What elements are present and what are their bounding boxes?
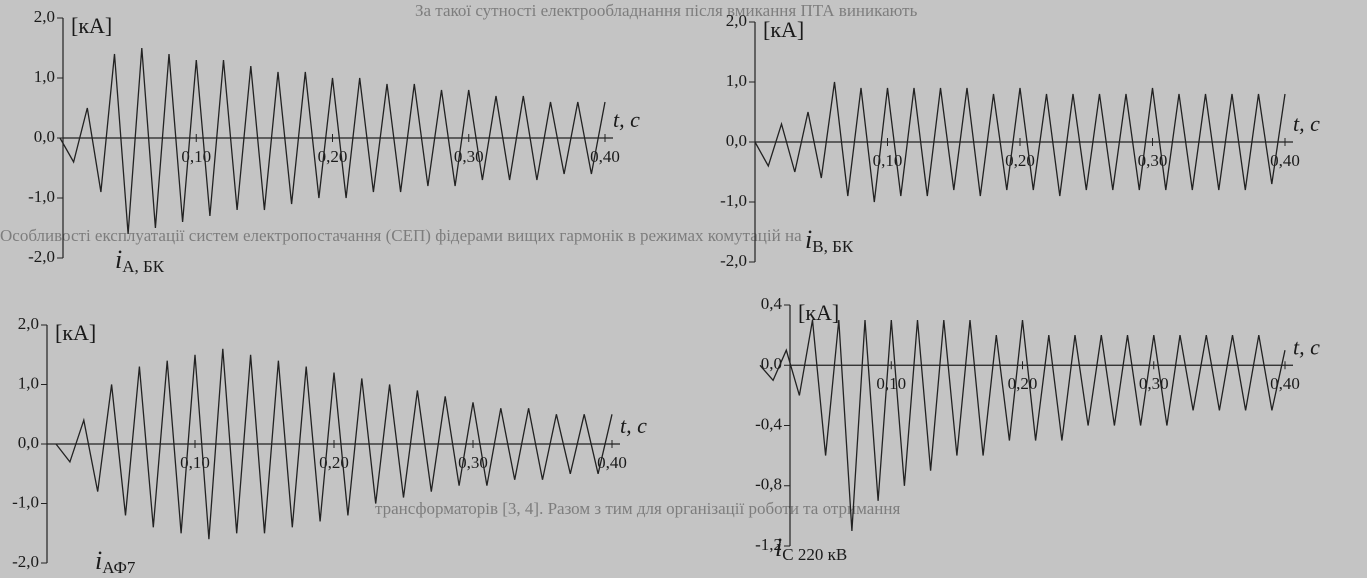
series-label: iС 220 кВ: [775, 533, 847, 564]
x-tick-label: 0,10: [181, 147, 211, 166]
x-tick-label: 0,30: [1138, 151, 1168, 170]
x-axis-label: t, c: [613, 107, 640, 132]
series-label-main: i: [775, 533, 782, 562]
x-tick-label: 0,10: [876, 374, 906, 393]
series-label-main: i: [115, 245, 122, 274]
x-tick-label: 0,40: [597, 453, 627, 472]
x-tick-label: 0,40: [1270, 151, 1300, 170]
waveform: [754, 81, 1286, 203]
x-tick-label: 0,20: [318, 147, 348, 166]
y-tick-label: 0,4: [761, 294, 783, 313]
series-label: iАФ7: [95, 546, 136, 577]
x-tick-label: 0,30: [1139, 374, 1169, 393]
series-label-sub: А, БК: [122, 257, 165, 276]
y-tick-label: -2,0: [720, 251, 747, 270]
x-axis-label: t, c: [1293, 334, 1320, 359]
unit-label: [кА]: [55, 320, 96, 345]
y-tick-label: -2,0: [28, 247, 55, 266]
unit-label: [кА]: [71, 13, 112, 38]
x-tick-label: 0,20: [1008, 374, 1038, 393]
series-label-main: i: [805, 225, 812, 254]
y-tick-label: 0,0: [761, 354, 782, 373]
y-tick-label: -1,2: [755, 535, 782, 554]
y-tick-label: -1,0: [28, 187, 55, 206]
y-tick-label: 1,0: [34, 67, 55, 86]
y-tick-label: 2,0: [34, 7, 55, 26]
y-tick-label: 1,0: [726, 71, 747, 90]
y-tick-label: 0,0: [726, 131, 747, 150]
unit-label: [кА]: [763, 17, 804, 42]
y-tick-label: 0,0: [18, 433, 39, 452]
x-tick-label: 0,20: [319, 453, 349, 472]
waveform: [59, 47, 606, 235]
y-tick-label: 2,0: [726, 11, 747, 30]
series-label-main: i: [95, 546, 102, 575]
x-tick-label: 0,40: [1270, 374, 1300, 393]
unit-label: [кА]: [798, 300, 839, 325]
waveform: [55, 348, 613, 540]
page-text: Особливості експлуатації систем електроп…: [0, 226, 802, 245]
y-tick-label: 1,0: [18, 373, 39, 392]
y-tick-label: 2,0: [18, 314, 39, 333]
y-tick-label: -1,0: [720, 191, 747, 210]
x-axis-label: t, c: [620, 413, 647, 438]
x-tick-label: 0,10: [873, 151, 903, 170]
page-text: За такої сутності електрообладнання післ…: [415, 1, 918, 20]
x-axis-label: t, c: [1293, 111, 1320, 136]
y-tick-label: 0,0: [34, 127, 55, 146]
x-tick-label: 0,30: [454, 147, 484, 166]
x-tick-label: 0,40: [590, 147, 620, 166]
series-label-sub: В, БК: [812, 237, 854, 256]
x-tick-label: 0,20: [1005, 151, 1035, 170]
series-label-sub: С 220 кВ: [782, 545, 847, 564]
series-label: iА, БК: [115, 245, 165, 276]
y-tick-label: -1,0: [12, 492, 39, 511]
y-tick-label: -2,0: [12, 552, 39, 571]
series-label-sub: АФ7: [102, 558, 136, 577]
x-tick-label: 0,30: [458, 453, 488, 472]
page-text: трансформаторів [3, 4]. Разом з тим для …: [375, 499, 900, 518]
waveform: [759, 319, 1286, 531]
y-tick-label: -0,8: [755, 475, 782, 494]
series-label: iВ, БК: [805, 225, 854, 256]
y-tick-label: -0,4: [755, 414, 782, 433]
x-tick-label: 0,10: [180, 453, 210, 472]
